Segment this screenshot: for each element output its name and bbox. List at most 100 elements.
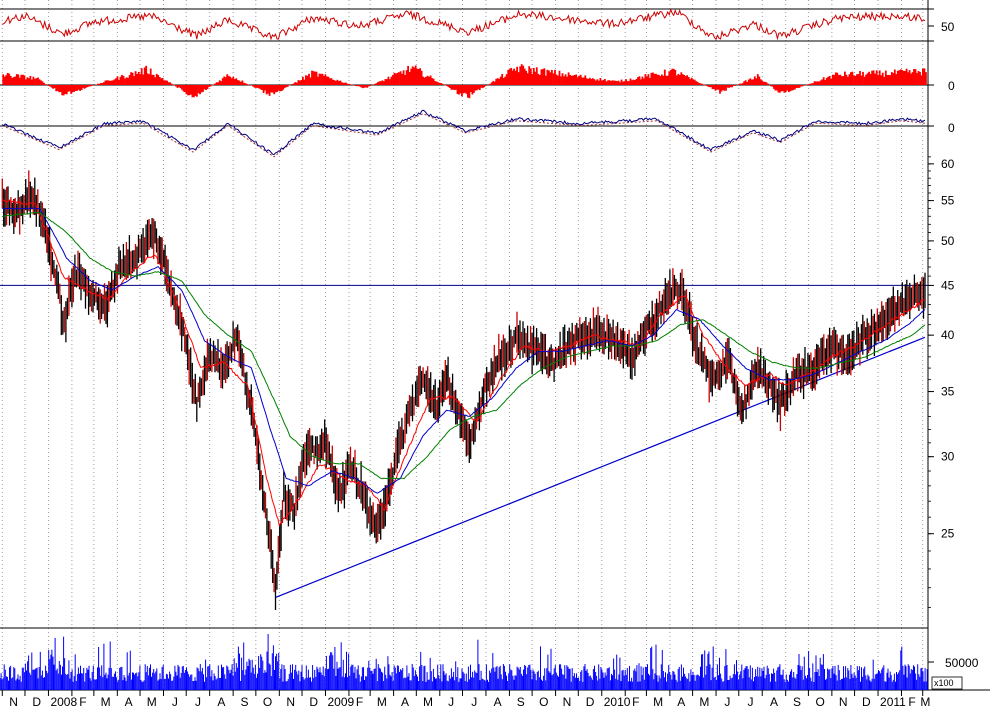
macd-bar <box>235 78 238 85</box>
medium-ma-line <box>2 207 926 494</box>
macd-bar <box>747 79 750 85</box>
macd-bar <box>227 75 230 85</box>
macd-bar <box>80 85 83 90</box>
macd-bar <box>598 80 600 85</box>
macd-bar <box>797 85 799 88</box>
macd-bar <box>740 83 743 85</box>
macd-bar <box>803 85 805 86</box>
macd-bar <box>585 78 588 85</box>
macd-bar <box>79 85 81 91</box>
macd-bar <box>862 71 864 85</box>
macd-bar <box>323 76 325 85</box>
macd-bar <box>404 74 406 85</box>
macd-bar <box>857 74 860 85</box>
macd-bar <box>794 85 796 90</box>
macd-bar <box>925 72 927 85</box>
macd-bar <box>540 69 543 85</box>
macd-bar <box>713 85 715 89</box>
macd-bar <box>390 76 393 85</box>
macd-bar <box>205 85 207 90</box>
macd-bar <box>446 85 448 87</box>
macd-bar <box>405 70 408 85</box>
macd-bar <box>346 83 349 85</box>
month-label: 2010 <box>604 695 631 709</box>
macd-bar <box>29 75 32 85</box>
macd-bar <box>569 75 571 85</box>
macd-bar <box>522 65 525 85</box>
macd-bar <box>86 85 89 88</box>
macd-bar <box>545 75 547 85</box>
macd-bar <box>537 73 540 85</box>
macd-bar <box>830 78 833 85</box>
macd-bar <box>252 85 254 87</box>
macd-bar <box>684 76 687 85</box>
macd-bar <box>576 77 579 85</box>
macd-bar <box>461 85 463 97</box>
month-label: F <box>79 695 86 709</box>
macd-bar <box>209 85 212 87</box>
macd-bar <box>437 82 439 85</box>
month-label: D <box>309 695 318 709</box>
macd-bar <box>246 83 248 85</box>
macd-bar <box>282 85 285 90</box>
macd-bar <box>632 79 635 85</box>
macd-bar <box>103 82 105 85</box>
macd-bar <box>215 82 218 85</box>
macd-bar <box>139 74 142 85</box>
macd-bar <box>175 85 177 87</box>
month-label: N <box>9 695 18 709</box>
macd-bar <box>795 85 798 88</box>
macd-bar <box>31 79 33 85</box>
macd-bar <box>76 85 78 91</box>
month-label: A <box>677 695 685 709</box>
price-tick-label: 40 <box>941 328 955 342</box>
macd-bar <box>851 71 854 85</box>
macd-bar <box>214 83 216 85</box>
macd-bar <box>821 79 824 85</box>
macd-bar <box>827 76 830 85</box>
macd-bar <box>407 65 409 85</box>
macd-bar <box>395 73 397 85</box>
macd-bar <box>753 76 756 85</box>
macd-bar <box>12 77 15 85</box>
macd-bar <box>573 75 576 85</box>
macd-bar <box>868 71 870 85</box>
macd-bar <box>349 84 352 85</box>
macd-bar <box>656 74 659 85</box>
macd-bar <box>77 85 80 90</box>
macd-bar <box>128 75 131 85</box>
macd-bar <box>411 66 414 85</box>
macd-bar <box>884 70 887 85</box>
macd-bar <box>20 74 23 85</box>
price-tick-label: 50 <box>941 234 955 248</box>
macd-bar <box>631 80 633 85</box>
macd-bar <box>523 68 526 85</box>
macd-bar <box>455 85 457 90</box>
macd-bar <box>652 72 654 85</box>
macd-bar <box>723 85 726 91</box>
month-label: M <box>423 695 433 709</box>
macd-bar <box>43 82 45 85</box>
macd-bar <box>734 85 736 86</box>
macd-bar <box>26 77 29 85</box>
macd-bar <box>367 85 370 87</box>
month-label: S <box>240 695 248 709</box>
macd-bar <box>303 79 306 85</box>
macd-bar <box>919 71 921 85</box>
macd-bar <box>564 74 567 85</box>
macd-bar <box>259 85 262 90</box>
macd-bar <box>824 80 827 85</box>
month-label: N <box>563 695 572 709</box>
macd-bar <box>342 82 345 85</box>
macd-bar <box>355 85 358 87</box>
macd-bar <box>324 74 327 85</box>
macd-bar <box>67 85 70 92</box>
macd-bar <box>693 79 696 85</box>
price-panel <box>0 170 928 610</box>
macd-bar <box>878 70 881 85</box>
macd-bar <box>25 79 27 85</box>
macd-bar <box>834 72 837 85</box>
month-label: J <box>448 695 454 709</box>
macd-bar <box>314 71 316 85</box>
macd-bar <box>408 72 411 85</box>
